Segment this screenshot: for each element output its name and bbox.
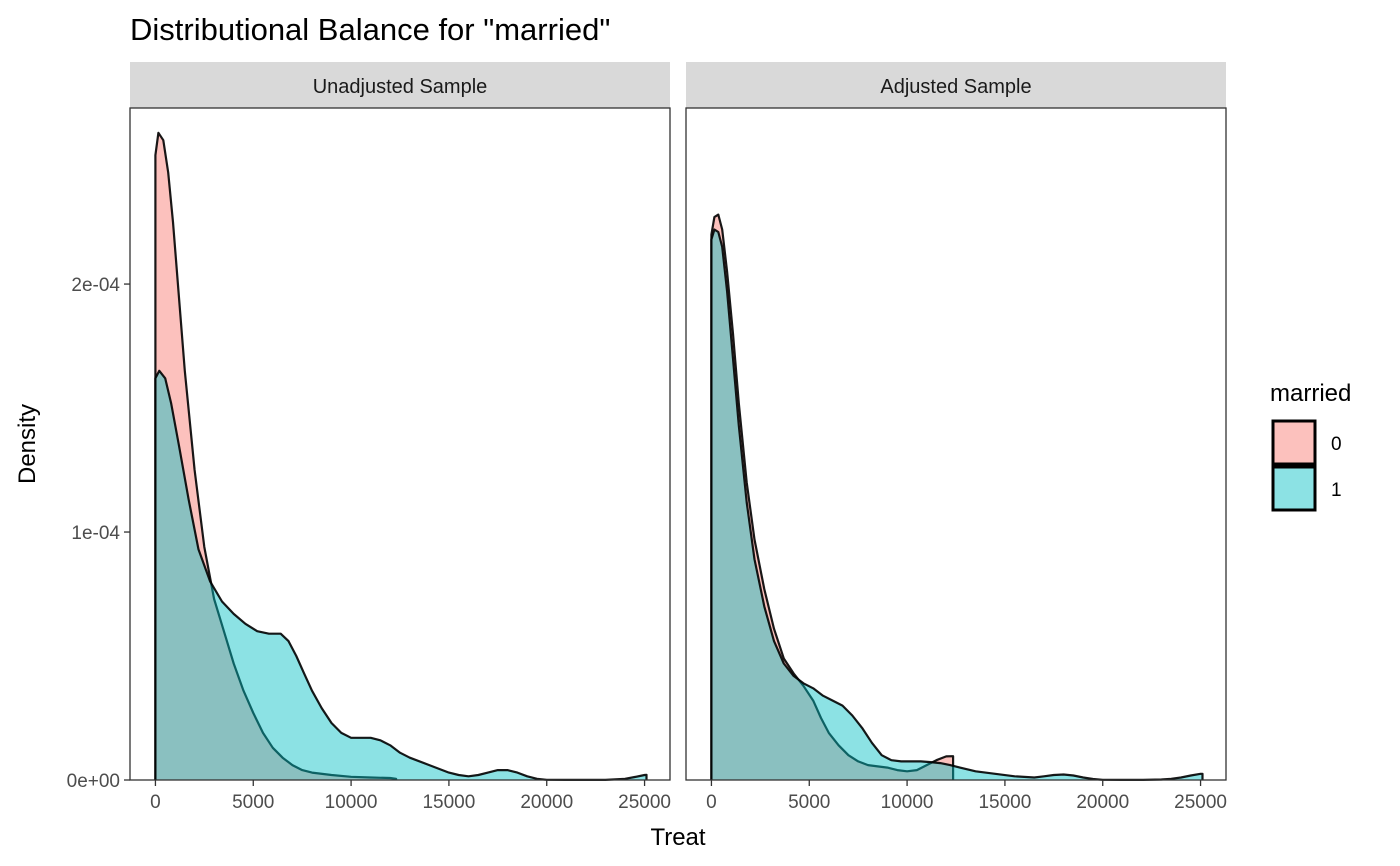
x-axis-adjusted: 0 5000 10000 15000 20000 25000: [706, 780, 1227, 813]
legend-key-0: [1271, 419, 1317, 466]
x-tick-label: 15000: [422, 792, 475, 813]
chart-title: Distributional Balance for "married": [130, 12, 610, 47]
density-area-0: [711, 214, 954, 781]
x-tick-label: 20000: [520, 792, 573, 813]
density-area-1: [711, 229, 1203, 780]
y-tick-label: 2e-04: [71, 275, 120, 296]
density-line-0: [710, 213, 955, 780]
strip-unadjusted: [130, 62, 670, 108]
density-line-0: [154, 131, 398, 780]
strip-label-unadjusted: Unadjusted Sample: [313, 76, 488, 98]
y-tick-label: 1e-04: [71, 523, 120, 544]
legend-label-0: 0: [1331, 434, 1342, 455]
legend: married 0 1: [1270, 380, 1351, 512]
y-axis: 0e+00 1e-04 2e-04: [67, 275, 130, 792]
panel-unadjusted: Unadjusted Sample 0 5000 10000 15000 20000 25…: [129, 62, 671, 813]
panel-adjusted-areas: [710, 213, 1204, 781]
legend-title: married: [1270, 380, 1351, 407]
x-tick-label: 0: [150, 792, 161, 813]
x-axis-unadjusted: 0 5000 10000 15000 20000 25000: [150, 780, 671, 813]
strip-label-adjusted: Adjusted Sample: [880, 76, 1031, 98]
y-tick-label: 0e+00: [67, 771, 120, 792]
x-tick-label: 25000: [1174, 792, 1227, 813]
y-axis-title: Density: [14, 404, 41, 484]
panel-border-adjusted: [685, 107, 1227, 781]
x-tick-label: 5000: [232, 792, 274, 813]
x-tick-label: 15000: [978, 792, 1031, 813]
strip-adjusted: [686, 62, 1226, 108]
panel-adjusted: Adjusted Sample 0 5000 10000 15000 20000 2500…: [685, 62, 1227, 813]
x-axis-title: Treat: [650, 824, 705, 851]
panel-border-unadjusted: [129, 107, 671, 781]
x-tick-label: 10000: [881, 792, 934, 813]
x-tick-label: 10000: [325, 792, 378, 813]
panel-unadjusted-areas: [154, 131, 648, 781]
density-area-1: [155, 370, 647, 780]
x-tick-label: 5000: [788, 792, 830, 813]
density-area-0: [155, 132, 397, 781]
legend-label-1: 1: [1331, 480, 1342, 501]
legend-key-1: [1271, 465, 1317, 512]
x-tick-label: 25000: [618, 792, 671, 813]
x-tick-label: 20000: [1076, 792, 1129, 813]
x-tick-label: 0: [706, 792, 717, 813]
